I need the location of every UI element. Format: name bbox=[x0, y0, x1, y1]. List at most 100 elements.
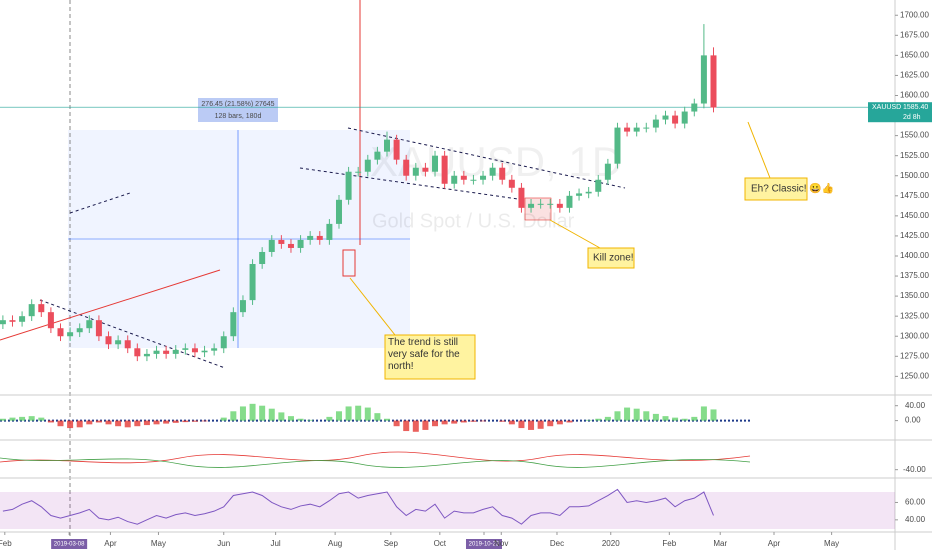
candle-body bbox=[508, 179, 515, 188]
measure-box bbox=[198, 98, 278, 122]
candle-body bbox=[38, 304, 45, 313]
candle-body bbox=[182, 348, 189, 350]
histogram-bar bbox=[364, 407, 371, 421]
y-tick-label: 1375.00 bbox=[900, 271, 929, 280]
candle-body bbox=[518, 187, 525, 208]
histogram-bar bbox=[614, 411, 621, 421]
histogram-bar bbox=[652, 413, 659, 421]
histogram-bar bbox=[662, 416, 669, 421]
candle-body bbox=[28, 304, 35, 317]
histogram-bar bbox=[633, 408, 640, 421]
candle-body bbox=[576, 193, 583, 196]
candle-body bbox=[239, 300, 246, 313]
x-tick-label: Oct bbox=[434, 539, 447, 548]
y-tick-label: 1675.00 bbox=[900, 30, 929, 39]
candle-body bbox=[9, 320, 16, 322]
histogram-bar bbox=[124, 420, 131, 428]
candle-body bbox=[95, 320, 102, 337]
histogram-bar bbox=[307, 419, 314, 421]
rsi-line bbox=[2, 488, 714, 525]
y-tick-label: 1525.00 bbox=[900, 151, 929, 160]
histogram-bar bbox=[432, 420, 439, 427]
candle-body bbox=[374, 151, 381, 160]
x-tick-label: Jul bbox=[270, 539, 280, 548]
candle-body bbox=[662, 115, 669, 120]
y-tick-label: 1325.00 bbox=[900, 311, 929, 320]
candle-body bbox=[115, 340, 122, 345]
histogram-bar bbox=[451, 420, 458, 424]
histogram-bar bbox=[249, 403, 256, 421]
y-tick-label: 1400.00 bbox=[900, 251, 929, 260]
y-tick-label: 1425.00 bbox=[900, 231, 929, 240]
candle-body bbox=[345, 171, 352, 200]
candle-body bbox=[595, 179, 602, 192]
x-tick-label: 2020 bbox=[602, 539, 620, 548]
watermark-sub: Gold Spot / U.S. Dollar bbox=[372, 210, 575, 232]
histogram-bar bbox=[508, 420, 515, 425]
histogram-bar bbox=[134, 420, 141, 427]
countdown: 2d 8h bbox=[903, 114, 921, 121]
histogram-bar bbox=[624, 407, 631, 421]
histogram-bar bbox=[710, 409, 717, 421]
candle-body bbox=[614, 127, 621, 164]
histogram-bar bbox=[403, 420, 410, 432]
candle-body bbox=[249, 264, 256, 301]
y-tick-label: 40.00 bbox=[905, 515, 926, 524]
note-text-box: The trend is still very safe for the nor… bbox=[388, 337, 460, 372]
candle-body bbox=[153, 350, 160, 354]
histogram-bar bbox=[470, 420, 477, 422]
histogram-bar bbox=[143, 420, 150, 426]
y-tick-label: 1450.00 bbox=[900, 211, 929, 220]
histogram-bar bbox=[355, 405, 362, 421]
oscillator-line bbox=[0, 451, 751, 464]
candle-body bbox=[259, 251, 266, 265]
histogram-bar bbox=[480, 420, 487, 422]
histogram-bar bbox=[700, 406, 707, 421]
candle-body bbox=[633, 127, 640, 132]
histogram-bar bbox=[163, 420, 170, 424]
histogram-bar bbox=[441, 420, 448, 425]
histogram-bar bbox=[556, 420, 563, 425]
candle-body bbox=[57, 328, 64, 337]
candle-body bbox=[124, 340, 131, 349]
candle-body bbox=[172, 349, 179, 354]
histogram-bar bbox=[681, 418, 688, 421]
candle-body bbox=[143, 353, 150, 357]
candle-body bbox=[335, 199, 342, 224]
histogram-bar bbox=[278, 412, 285, 421]
histogram-bar bbox=[86, 420, 93, 425]
candle-body bbox=[287, 243, 294, 248]
note-box bbox=[384, 334, 476, 380]
candle-body bbox=[278, 239, 285, 244]
histogram-bar bbox=[67, 420, 74, 429]
measure-label: 276.45 (21.58%) 27645 128 bars, 180d bbox=[198, 98, 278, 122]
x-tick-highlight bbox=[51, 539, 88, 549]
candle-body bbox=[230, 312, 237, 337]
rsi-band bbox=[0, 492, 895, 529]
candle-body bbox=[191, 348, 198, 353]
candle-body bbox=[700, 55, 707, 104]
y-tick-label: 60.00 bbox=[905, 498, 926, 507]
x-tick-label: Apr bbox=[104, 539, 117, 548]
histogram-bar bbox=[9, 417, 16, 421]
candle-body bbox=[499, 167, 506, 180]
candle-body bbox=[364, 159, 371, 172]
candle-body bbox=[105, 336, 112, 345]
x-tick-label: Feb bbox=[0, 539, 12, 548]
histogram-bar bbox=[691, 416, 698, 421]
trend-line bbox=[299, 167, 526, 201]
histogram-bar bbox=[566, 420, 573, 423]
trend-lines bbox=[0, 127, 626, 369]
x-tick-label: Aug bbox=[328, 539, 342, 548]
candle-body bbox=[326, 223, 333, 240]
y-tick-label: 1500.00 bbox=[900, 171, 929, 180]
trend-line bbox=[347, 127, 626, 189]
histogram-bar bbox=[604, 416, 611, 421]
y-tick-label: 1250.00 bbox=[900, 371, 929, 380]
candle-body bbox=[489, 167, 496, 176]
candle-body bbox=[441, 155, 448, 184]
trend-line bbox=[69, 192, 131, 214]
candle-body bbox=[460, 175, 467, 180]
candle-body bbox=[211, 348, 218, 351]
